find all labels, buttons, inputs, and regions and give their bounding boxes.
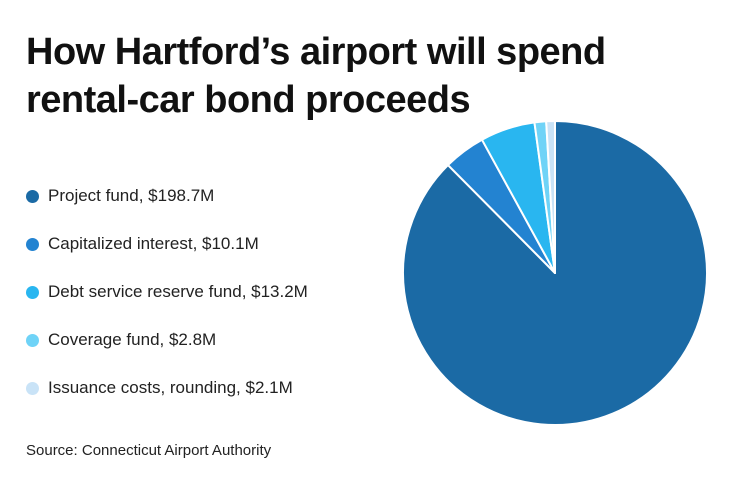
legend-item: Debt service reserve fund, $13.2M [26,268,308,316]
legend-swatch [26,285,39,299]
legend-label: Debt service reserve fund, $13.2M [48,282,308,301]
legend-swatch [26,189,39,203]
legend-item: Issuance costs, rounding, $2.1M [26,364,308,412]
source-note: Source: Connecticut Airport Authority [26,442,272,459]
legend-label: Coverage fund, $2.8M [48,330,217,349]
legend-label: Capitalized interest, $10.1M [48,234,259,253]
legend-item: Coverage fund, $2.8M [26,316,308,364]
legend-item: Project fund, $198.7M [26,172,308,220]
legend-label: Issuance costs, rounding, $2.1M [48,378,293,397]
legend-swatch [26,381,39,395]
pie-slice [545,120,556,274]
legend-label: Project fund, $198.7M [48,186,215,205]
chart-title: How Hartford’s airport will spend rental… [26,31,606,121]
legend-swatch [26,237,39,251]
legend-item: Capitalized interest, $10.1M [26,220,308,268]
chart-legend: Project fund, $198.7M Capitalized interes… [26,172,308,412]
legend-swatch [26,333,39,347]
